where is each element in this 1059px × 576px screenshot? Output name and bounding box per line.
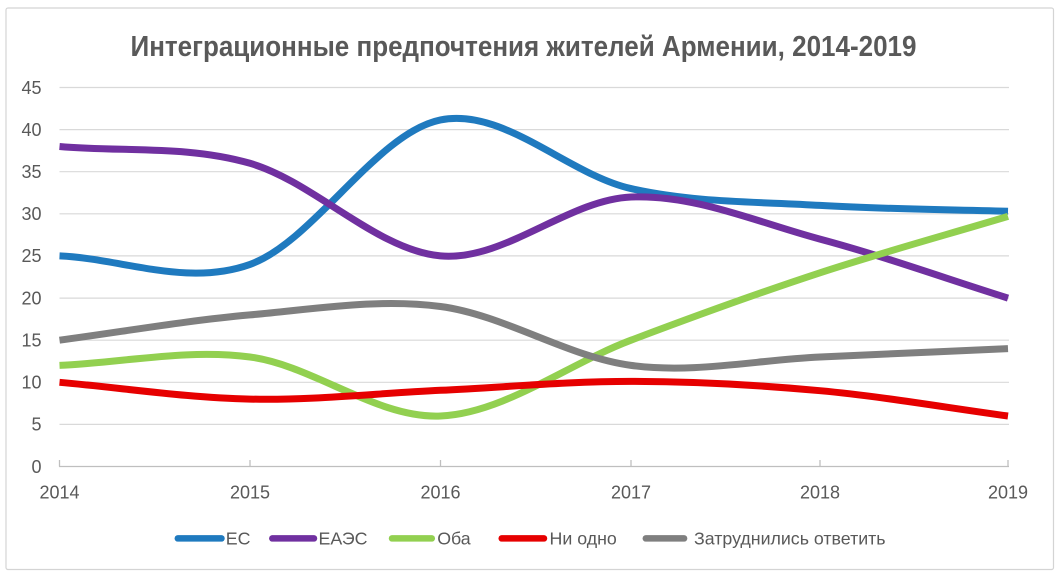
svg-text:ЕС: ЕС bbox=[226, 529, 251, 549]
svg-text:2014: 2014 bbox=[39, 483, 79, 503]
svg-text:10: 10 bbox=[21, 373, 41, 393]
svg-text:2016: 2016 bbox=[420, 483, 460, 503]
svg-text:2018: 2018 bbox=[800, 483, 840, 503]
svg-text:35: 35 bbox=[21, 162, 41, 182]
svg-text:2017: 2017 bbox=[611, 483, 651, 503]
svg-text:30: 30 bbox=[21, 204, 41, 224]
svg-text:ЕАЭС: ЕАЭС bbox=[319, 529, 368, 549]
svg-text:2015: 2015 bbox=[230, 483, 270, 503]
svg-text:15: 15 bbox=[21, 331, 41, 351]
svg-text:Интеграционные предпочтения жи: Интеграционные предпочтения жителей Арме… bbox=[131, 31, 917, 63]
svg-text:0: 0 bbox=[31, 457, 41, 477]
svg-text:5: 5 bbox=[31, 415, 41, 435]
svg-text:2019: 2019 bbox=[988, 483, 1028, 503]
svg-text:Затруднились ответить: Затруднились ответить bbox=[694, 529, 886, 549]
svg-text:25: 25 bbox=[21, 246, 41, 266]
svg-text:45: 45 bbox=[21, 78, 41, 98]
svg-text:40: 40 bbox=[21, 120, 41, 140]
svg-text:Ни одно: Ни одно bbox=[550, 529, 617, 549]
svg-text:20: 20 bbox=[21, 288, 41, 308]
svg-text:Оба: Оба bbox=[437, 529, 471, 549]
